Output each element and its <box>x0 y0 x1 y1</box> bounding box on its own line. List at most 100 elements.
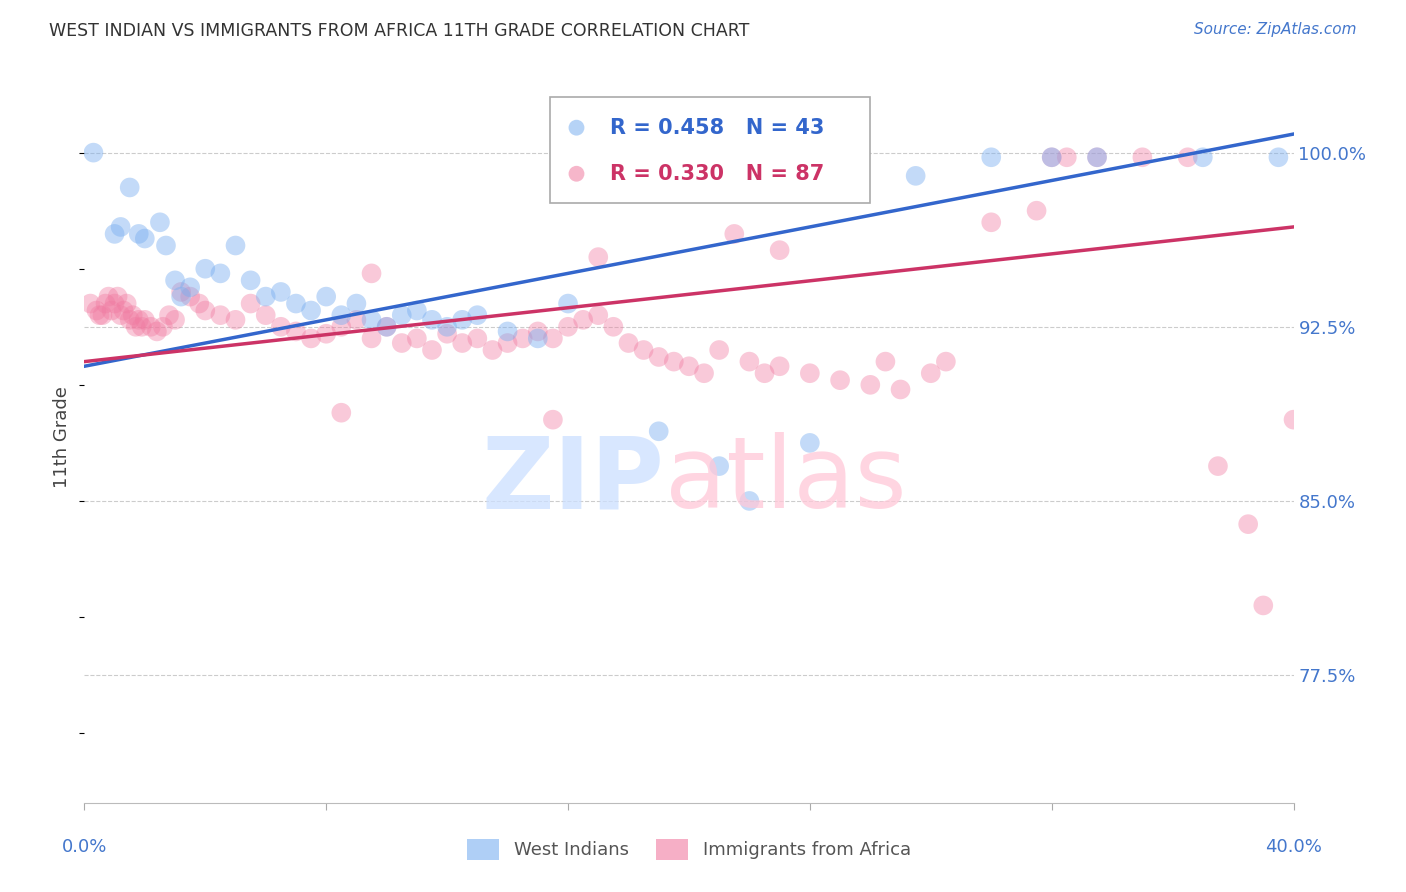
Point <box>254 308 277 322</box>
Point <box>110 219 132 234</box>
Point <box>170 285 193 299</box>
Point <box>270 285 292 299</box>
Point <box>391 336 413 351</box>
Point <box>738 354 761 368</box>
Point <box>128 227 150 241</box>
Point <box>602 319 624 334</box>
Point <box>723 227 745 241</box>
Point <box>225 313 247 327</box>
Point <box>118 313 141 327</box>
Point <box>1040 150 1063 164</box>
Point <box>799 366 821 380</box>
Point <box>315 290 337 304</box>
Point <box>709 343 731 357</box>
Point <box>330 319 353 334</box>
Point <box>557 319 579 334</box>
Point <box>104 227 127 241</box>
Point <box>467 331 489 345</box>
Text: ZIP: ZIP <box>482 433 665 530</box>
Point <box>118 180 141 194</box>
Point <box>330 308 353 322</box>
Point <box>100 303 122 318</box>
Point <box>481 343 503 357</box>
Point <box>557 296 579 310</box>
Point <box>239 273 262 287</box>
Point <box>225 238 247 252</box>
Point <box>155 238 177 252</box>
Point <box>82 145 104 160</box>
FancyBboxPatch shape <box>550 97 870 203</box>
Point <box>139 319 162 334</box>
Text: Source: ZipAtlas.com: Source: ZipAtlas.com <box>1194 22 1357 37</box>
Point <box>406 303 429 318</box>
Y-axis label: 11th Grade: 11th Grade <box>53 386 72 488</box>
Point <box>299 331 322 345</box>
Point <box>375 319 398 334</box>
Point <box>980 150 1002 164</box>
Point <box>1253 599 1275 613</box>
Point <box>769 359 792 374</box>
Point <box>134 313 156 327</box>
Point <box>115 296 138 310</box>
Point <box>527 325 550 339</box>
Point <box>1192 150 1215 164</box>
Point <box>678 359 700 374</box>
Point <box>633 343 655 357</box>
Point <box>830 373 852 387</box>
Point <box>285 325 308 339</box>
Point <box>662 354 685 368</box>
Point <box>648 350 671 364</box>
Point <box>406 331 429 345</box>
Point <box>799 436 821 450</box>
Point <box>436 326 458 341</box>
Point <box>920 366 942 380</box>
Text: WEST INDIAN VS IMMIGRANTS FROM AFRICA 11TH GRADE CORRELATION CHART: WEST INDIAN VS IMMIGRANTS FROM AFRICA 11… <box>49 22 749 40</box>
Point <box>980 215 1002 229</box>
Point <box>467 308 489 322</box>
Point <box>1025 203 1047 218</box>
Point <box>91 308 114 322</box>
Point <box>315 326 337 341</box>
Point <box>709 459 731 474</box>
Legend: West Indians, Immigrants from Africa: West Indians, Immigrants from Africa <box>460 831 918 867</box>
Point <box>346 296 368 310</box>
Point <box>588 308 610 322</box>
Point <box>110 308 132 322</box>
Point <box>285 296 308 310</box>
Point <box>194 261 217 276</box>
Point <box>875 354 897 368</box>
Text: atlas: atlas <box>665 433 907 530</box>
Point <box>112 303 135 318</box>
Point <box>754 366 776 380</box>
Point <box>254 290 277 304</box>
Point <box>1177 150 1199 164</box>
Point <box>165 273 187 287</box>
Text: 0.0%: 0.0% <box>62 838 107 855</box>
Point <box>391 308 413 322</box>
Point <box>188 296 211 310</box>
Point <box>436 319 458 334</box>
Point <box>121 308 143 322</box>
Point <box>375 319 398 334</box>
Point <box>541 412 564 426</box>
Point <box>270 319 292 334</box>
Point <box>94 296 117 310</box>
Point <box>299 303 322 318</box>
Point <box>451 313 474 327</box>
Point <box>1237 517 1260 532</box>
Point <box>209 308 232 322</box>
Point <box>209 266 232 280</box>
Point <box>131 319 153 334</box>
Point <box>179 290 201 304</box>
Point <box>149 215 172 229</box>
Point <box>346 313 368 327</box>
Point <box>1056 150 1078 164</box>
Point <box>617 336 640 351</box>
Point <box>330 406 353 420</box>
Point <box>179 280 201 294</box>
Point <box>152 319 174 334</box>
Point <box>738 494 761 508</box>
Point <box>1282 412 1305 426</box>
Text: R = 0.330   N = 87: R = 0.330 N = 87 <box>610 164 824 184</box>
Point <box>134 231 156 245</box>
